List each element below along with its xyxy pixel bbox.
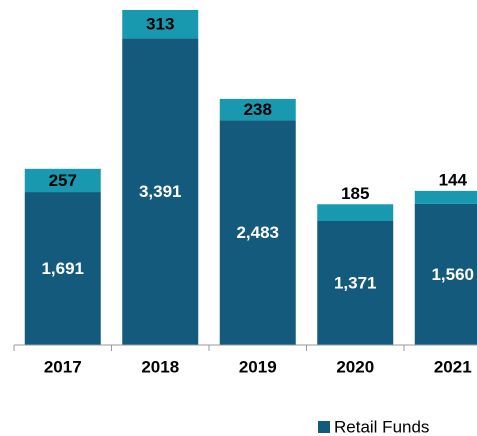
data-label: 2,483 <box>236 223 279 242</box>
x-tick-label: 2018 <box>141 357 179 376</box>
data-label: 257 <box>49 171 77 190</box>
x-tick-label: 2020 <box>336 357 374 376</box>
data-label: 1,371 <box>334 273 377 292</box>
data-label: 313 <box>146 15 174 34</box>
bar-segment <box>219 98 296 121</box>
bar-segment <box>317 221 394 345</box>
data-label: 3,391 <box>139 182 182 201</box>
bar-segment <box>219 120 296 345</box>
bar-segment <box>317 204 394 222</box>
bar-segment <box>414 190 477 204</box>
x-tick-label: 2019 <box>239 357 277 376</box>
x-tick-label: 2017 <box>44 357 82 376</box>
bar-segment <box>122 38 199 345</box>
data-label: 185 <box>341 184 369 203</box>
legend-swatch <box>318 421 330 433</box>
bar-segment <box>414 203 477 345</box>
legend-label: Retail Funds <box>334 417 429 436</box>
data-label: 1,691 <box>41 259 84 278</box>
bar-segment <box>24 192 101 345</box>
x-tick-label: 2021 <box>434 357 472 376</box>
bar-segment <box>122 10 199 39</box>
data-label: 238 <box>244 100 272 119</box>
data-label: 144 <box>439 170 468 189</box>
data-label: 1,560 <box>431 265 474 284</box>
bar-segment <box>24 168 101 193</box>
